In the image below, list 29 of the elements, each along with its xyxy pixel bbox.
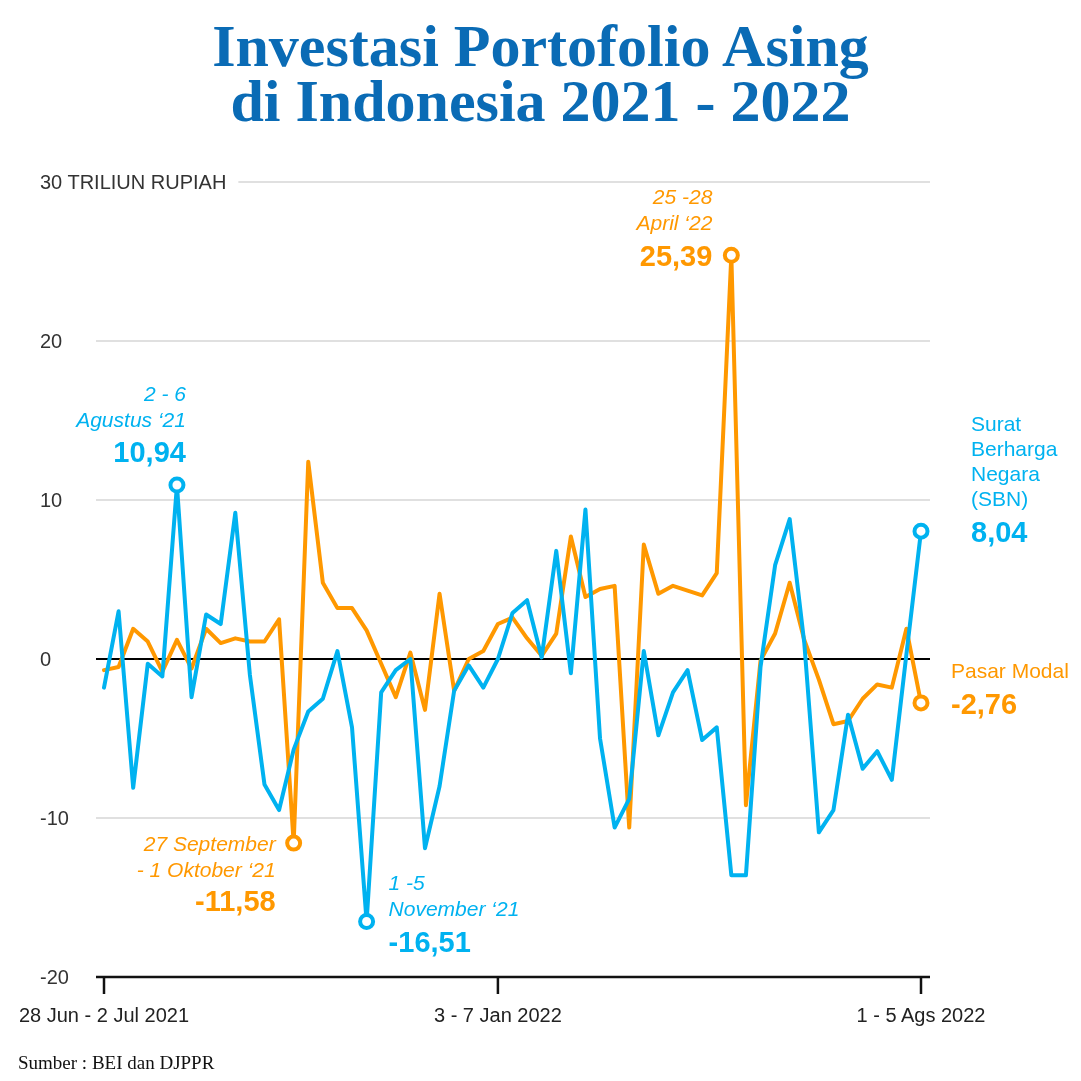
point — [285, 834, 303, 852]
point — [722, 246, 740, 264]
series-label: Pasar Modal — [951, 658, 1069, 682]
data-label: -11,58 — [195, 885, 276, 918]
point — [358, 913, 376, 931]
point — [168, 476, 186, 494]
point — [912, 694, 930, 712]
y-tick-label: 10 — [40, 489, 63, 511]
text: Sumber : BEI dan DJPPR — [18, 1052, 215, 1073]
y-tick-label: -20 — [40, 966, 69, 988]
y-tick-label: -10 — [40, 807, 69, 829]
annotation: 2 - 6 Agustus ‘21 — [74, 382, 187, 432]
y-tick-label: 0 — [40, 648, 52, 670]
annotation: 1 -5 November ‘21 — [388, 870, 520, 920]
data-label: -2,76 — [951, 687, 1018, 720]
data-label: -16,51 — [388, 925, 471, 958]
data-label: 10,94 — [113, 436, 186, 469]
annotation: 25 -28 April ‘22 — [634, 185, 713, 235]
data-label: 25,39 — [639, 240, 713, 273]
x-tick-label: 3 - 7 Jan 2022 — [433, 1004, 562, 1026]
annotation: 27 September - 1 Oktober ‘21 — [136, 832, 277, 882]
y-tick-label: 20 — [40, 330, 63, 352]
x-tick-label: 28 Jun - 2 Jul 2021 — [18, 1004, 190, 1026]
y-tick-label: 30 TRILIUN RUPIAH — [40, 171, 227, 193]
data-label: 8,04 — [971, 516, 1028, 549]
text: Surat Berharga Negara (SBN) — [971, 412, 1058, 511]
point — [912, 522, 930, 540]
chart-title: Investasi Portofolio Asing di Indonesia 2021 - 2022 — [212, 13, 869, 134]
x-tick-label: 1 - 5 Ags 2022 — [856, 1004, 986, 1026]
